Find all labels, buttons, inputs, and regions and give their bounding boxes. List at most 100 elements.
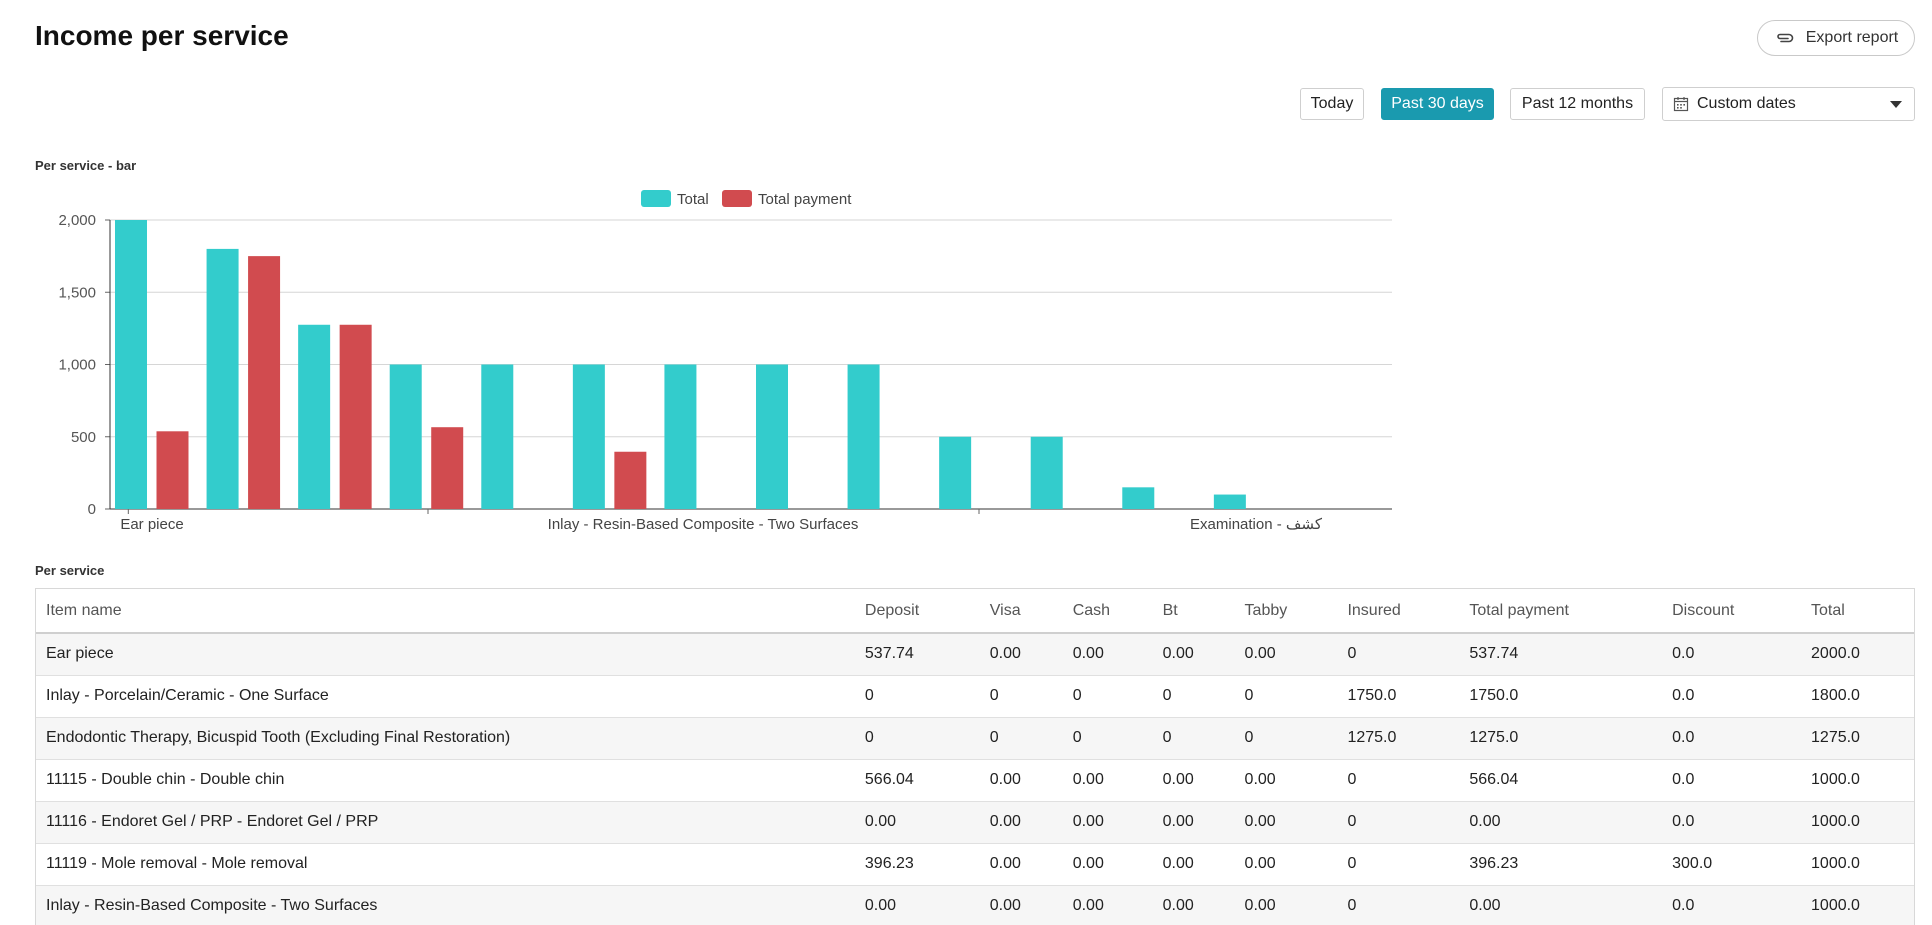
bar-total-payment: [339, 324, 372, 509]
bar-total: [939, 436, 972, 509]
column-header[interactable]: Total: [1801, 589, 1914, 634]
table-cell: 0.00: [979, 759, 1063, 802]
table-cell: Ear piece: [36, 633, 855, 676]
bar-total: [572, 364, 605, 509]
table-cell: 0.0: [1662, 801, 1802, 844]
table-row: Inlay - Porcelain/Ceramic - One Surface 0…: [36, 675, 1914, 718]
bar-total: [389, 364, 422, 509]
table-cell: 0.00: [1234, 801, 1338, 844]
table-cell: 300.0: [1662, 843, 1802, 886]
table-cell: 0.00: [1152, 843, 1235, 886]
bar-total: [1213, 494, 1246, 509]
table-cell: 11115 - Double chin - Double chin: [36, 759, 855, 802]
table-cell: 11119 - Mole removal - Mole removal: [36, 843, 855, 886]
table-row: 11115 - Double chin - Double chin 566.04 0…: [36, 759, 1914, 802]
table-cell: 1750.0: [1337, 675, 1460, 718]
column-header[interactable]: Deposit: [854, 589, 980, 634]
bar-chart-title: Per service - bar: [35, 158, 137, 173]
table-cell: 1750.0: [1459, 675, 1663, 718]
table-cell: 0.00: [1062, 801, 1153, 844]
table-cell: 1275.0: [1337, 717, 1460, 760]
table-cell: 1000.0: [1801, 759, 1914, 802]
bar-total: [115, 220, 147, 509]
table-cell: 0.00: [1152, 885, 1235, 925]
x-tick-label: Examination - كشف: [1190, 516, 1323, 533]
column-header[interactable]: Bt: [1152, 589, 1235, 634]
column-header[interactable]: Insured: [1337, 589, 1460, 634]
table-cell: 0: [854, 717, 980, 760]
column-header[interactable]: Item name: [36, 589, 855, 634]
table-cell: 396.23: [854, 843, 980, 886]
table-cell: 0: [1062, 675, 1153, 718]
service-table: Item name Deposit Visa Cash Bt Tabby Insured To…: [35, 588, 1915, 925]
table-cell: Endodontic Therapy, Bicuspid Tooth (Excl…: [36, 717, 855, 760]
table-cell: 1275.0: [1459, 717, 1663, 760]
bar-chart: 0 500 1,000 1,500 2,000 Ear piece Inlay - Resi…: [58, 190, 1392, 533]
column-header[interactable]: Visa: [979, 589, 1063, 634]
y-tick-label: 500: [71, 429, 96, 446]
column-header[interactable]: Total payment: [1459, 589, 1663, 634]
x-tick-label: Inlay - Resin-Based Composite - Two Surf…: [548, 516, 859, 533]
table-cell: 0: [1337, 759, 1460, 802]
y-tick-label: 0: [88, 501, 96, 518]
bar-total-payment: [614, 451, 647, 509]
table-cell: 0: [1062, 717, 1153, 760]
legend-swatch-total: [641, 190, 671, 207]
range-past-12-months-button[interactable]: Past 12 months: [1510, 88, 1645, 120]
table-cell: 0: [1337, 843, 1460, 886]
table-cell: 0.00: [854, 885, 980, 925]
table-cell: 0.00: [1459, 885, 1663, 925]
table-cell: 0: [979, 675, 1063, 718]
table-cell: 11116 - Endoret Gel / PRP - Endoret Gel …: [36, 801, 855, 844]
legend-label-total: Total: [677, 191, 709, 208]
table-cell: 0.00: [1459, 801, 1663, 844]
table-cell: 1000.0: [1801, 885, 1914, 925]
table-cell: 0: [1234, 675, 1338, 718]
table-cell: 0: [1152, 717, 1235, 760]
table-title: Per service: [35, 563, 105, 578]
table-cell: 0.00: [1152, 759, 1235, 802]
table-cell: 0.00: [1234, 843, 1338, 886]
table-cell: 0.0: [1662, 759, 1802, 802]
range-today-button[interactable]: Today: [1300, 88, 1364, 120]
table-cell: 1275.0: [1801, 717, 1914, 760]
range-past-30-days-button[interactable]: Past 30 days: [1381, 88, 1494, 120]
bar-total: [1030, 436, 1063, 509]
y-tick-label: 1,000: [58, 357, 96, 374]
y-tick-label: 1,500: [58, 284, 96, 301]
table-cell: 566.04: [1459, 759, 1663, 802]
bar-total-payment: [431, 427, 464, 509]
table-cell: 0.00: [1234, 885, 1338, 925]
bar-total: [847, 364, 880, 509]
table-cell: 0.00: [1062, 633, 1153, 676]
column-header[interactable]: Cash: [1062, 589, 1153, 634]
table-row: Ear piece 537.74 0.00 0.00 0.00 0.00 0 537.74 0.…: [36, 633, 1914, 676]
table-cell: Inlay - Porcelain/Ceramic - One Surface: [36, 675, 855, 718]
custom-dates-select[interactable]: Custom dates: [1662, 87, 1915, 121]
y-tick-label: 2,000: [58, 212, 96, 229]
export-report-button[interactable]: Export report: [1757, 20, 1915, 56]
table-cell: 566.04: [854, 759, 980, 802]
column-header[interactable]: Discount: [1662, 589, 1802, 634]
page-title: Income per service: [35, 20, 289, 51]
table-cell: 0.0: [1662, 675, 1802, 718]
table-cell: 0.0: [1662, 885, 1802, 925]
table-cell: 0.00: [979, 843, 1063, 886]
table-cell: 396.23: [1459, 843, 1663, 886]
table-cell: 1000.0: [1801, 801, 1914, 844]
table-cell: 0.00: [979, 801, 1063, 844]
table-row: Endodontic Therapy, Bicuspid Tooth (Excl…: [36, 717, 1914, 760]
table-header-row: Item name Deposit Visa Cash Bt Tabby Insured To…: [36, 589, 1914, 634]
bar-total: [1122, 487, 1155, 509]
table-cell: 0: [1234, 717, 1338, 760]
bar-total: [664, 364, 697, 509]
column-header[interactable]: Tabby: [1234, 589, 1338, 634]
bar-total-payment: [248, 256, 281, 509]
table-row: Inlay - Resin-Based Composite - Two Surf…: [36, 885, 1914, 925]
table-cell: 0.0: [1662, 717, 1802, 760]
table-cell: 1800.0: [1801, 675, 1914, 718]
table-cell: 0: [979, 717, 1063, 760]
paperclip-icon: [1776, 33, 1794, 43]
table-cell: 537.74: [854, 633, 980, 676]
table-cell: 0.00: [1062, 759, 1153, 802]
